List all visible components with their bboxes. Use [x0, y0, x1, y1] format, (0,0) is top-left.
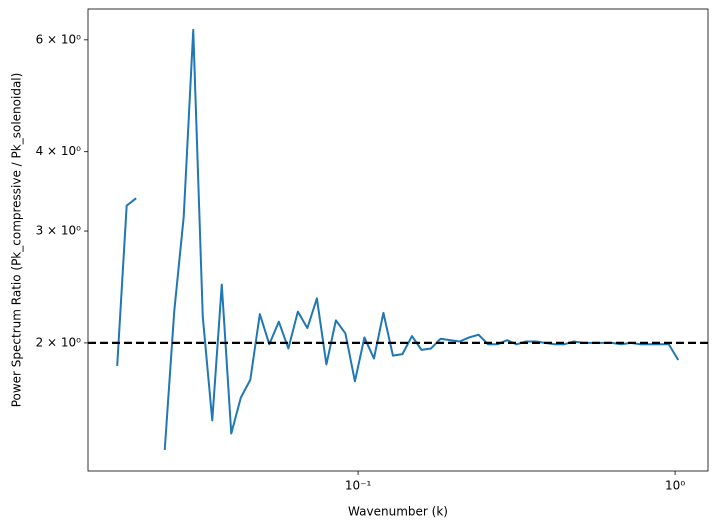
y-tick-label: 2 × 10⁰	[36, 335, 82, 349]
y-tick-label: 6 × 10⁰	[36, 32, 82, 46]
x-tick-label: 10⁻¹	[345, 479, 372, 493]
plot-frame	[87, 8, 709, 472]
x-tick-label: 10⁰	[665, 479, 685, 493]
data-line	[116, 28, 680, 450]
y-axis-label: Power Spectrum Ratio (Pk_compressive / P…	[10, 73, 24, 408]
y-tick-label: 3 × 10⁰	[36, 224, 82, 238]
x-axis-label: Wavenumber (k)	[348, 505, 448, 519]
y-tick-label: 4 × 10⁰	[36, 144, 82, 158]
